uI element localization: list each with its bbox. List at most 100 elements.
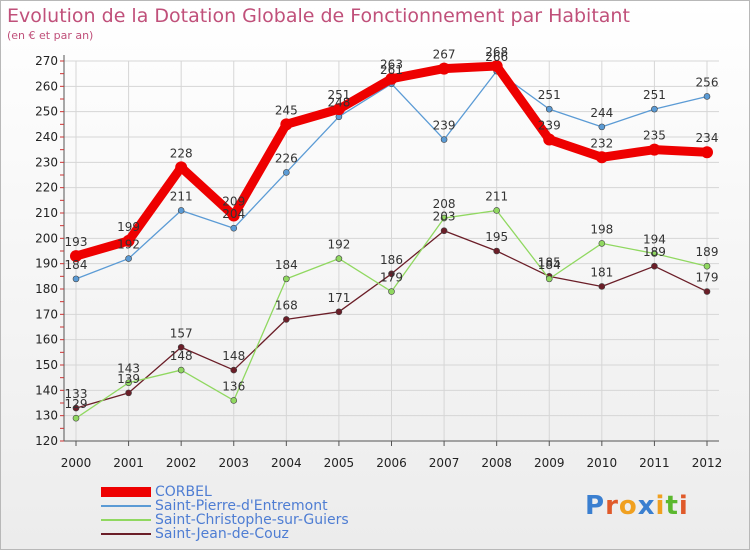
series-3-label-2001: 139 [117,372,140,386]
series-1-point-2000 [72,275,80,283]
y-tick-label-150: 150 [35,358,58,372]
series-1-label-2001: 192 [117,238,140,252]
series-2-label-2006: 179 [380,271,403,285]
series-3-point-2003 [230,366,238,374]
series-3-point-2002 [177,343,185,351]
legend-swatch-saint-pierre [101,505,151,507]
series-2-label-2012: 189 [696,245,719,259]
x-tick-label-2010: 2010 [587,456,618,470]
series-3-label-2002: 157 [170,326,193,340]
series-2-point-2006 [388,288,395,295]
series-1-label-2010: 244 [590,106,613,120]
series-0-point-2001 [122,234,135,247]
y-tick-label-250: 250 [35,105,58,119]
series-2-label-2001: 143 [117,362,140,376]
series-0-label-2003: 209 [222,195,245,209]
series-1-label-2007: 239 [433,119,456,133]
y-tick-label-130: 130 [35,409,58,423]
series-3-label-2005: 171 [327,291,350,305]
y-tick-label-230: 230 [35,155,58,169]
series-3-label-2003: 148 [222,349,245,363]
series-2-label-2005: 192 [327,238,350,252]
series-1-label-2009: 251 [538,88,561,102]
series-3-label-2012: 179 [696,271,719,285]
series-3-label-2006: 186 [380,253,403,267]
series-3-point-2004 [283,316,290,323]
series-0-point-2005 [332,103,345,116]
y-tick-label-140: 140 [35,383,58,397]
series-0-point-2010 [595,151,608,164]
series-1-point-2012 [703,93,711,100]
series-0-label-2002: 228 [170,146,193,160]
series-2-point-2000 [72,414,80,422]
y-tick-label-270: 270 [35,54,58,68]
y-tick-label-180: 180 [35,282,58,296]
series-0-label-2008: 268 [485,45,508,59]
series-3-point-2012 [703,288,711,295]
series-2-label-2004: 184 [275,258,298,272]
series-3-point-2001 [125,389,132,397]
series-2-label-2008: 211 [485,189,508,203]
series-3-label-2010: 181 [590,265,613,279]
series-0-label-2007: 267 [433,48,456,62]
series-0-label-2005: 251 [327,88,350,102]
legend-item-saint-jean: Saint-Jean-de-Couz [101,527,349,541]
series-0-label-2009: 239 [538,119,561,133]
series-0-label-2010: 232 [590,136,613,150]
series-3-label-2000: 133 [65,387,88,401]
x-tick-label-2001: 2001 [113,456,144,470]
series-1-point-2009 [545,105,553,113]
series-3-point-2006 [388,270,395,278]
x-tick-label-2012: 2012 [692,456,723,470]
x-tick-label-2009: 2009 [534,456,565,470]
legend-item-corbel: CORBEL [101,485,349,499]
series-1-label-2002: 211 [170,189,193,203]
series-1-label-2008: 266 [485,50,508,64]
y-tick-label-190: 190 [35,257,58,271]
series-2-point-2007 [440,214,448,222]
y-tick-label-210: 210 [35,206,58,220]
series-0-label-2000: 193 [65,235,88,249]
y-tick-label-160: 160 [35,333,58,347]
legend-label-saint-christophe: Saint-Christophe-sur-Guiers [155,512,349,528]
legend-label-corbel: CORBEL [155,484,212,500]
series-3-point-2005 [335,308,343,316]
x-tick-label-2007: 2007 [429,456,460,470]
series-0-label-2012: 234 [696,131,719,145]
series-3-label-2011: 189 [643,245,666,259]
series-2-label-2009: 184 [538,258,561,272]
x-tick-label-2000: 2000 [61,456,92,470]
series-1-label-2004: 226 [275,151,298,165]
series-3-point-2011 [651,262,658,270]
series-1-point-2001 [125,255,132,262]
y-tick-label-240: 240 [35,130,58,144]
y-tick-label-200: 200 [35,231,58,245]
series-2-point-2004 [283,275,290,283]
series-0-point-2000 [70,250,82,263]
series-1-point-2004 [283,169,290,176]
series-2-label-2003: 136 [222,379,245,393]
series-0-label-2011: 235 [643,129,666,143]
x-tick-label-2003: 2003 [218,456,249,470]
series-2-point-2003 [230,397,238,404]
x-tick-label-2002: 2002 [166,456,197,470]
series-1-point-2003 [230,224,238,232]
series-2-point-2002 [177,366,185,374]
series-2-point-2010 [598,240,606,247]
series-3-label-2004: 168 [275,298,298,312]
legend-item-saint-pierre: Saint-Pierre-d'Entremont [101,499,349,513]
x-tick-label-2005: 2005 [324,456,355,470]
series-3-label-2009: 185 [538,255,561,269]
legend-label-saint-pierre: Saint-Pierre-d'Entremont [155,498,328,514]
x-tick-label-2011: 2011 [639,456,670,470]
series-0-label-2004: 245 [275,103,298,117]
y-tick-label-170: 170 [35,307,58,321]
y-tick-label-120: 120 [35,434,58,448]
legend-item-saint-christophe: Saint-Christophe-sur-Guiers [101,513,349,527]
chart-title: Evolution de la Dotation Globale de Fonc… [7,5,630,27]
series-2-point-2012 [703,262,711,270]
x-tick-label-2004: 2004 [271,456,302,470]
series-1-point-2010 [598,123,606,131]
series-0-point-2004 [280,118,293,131]
